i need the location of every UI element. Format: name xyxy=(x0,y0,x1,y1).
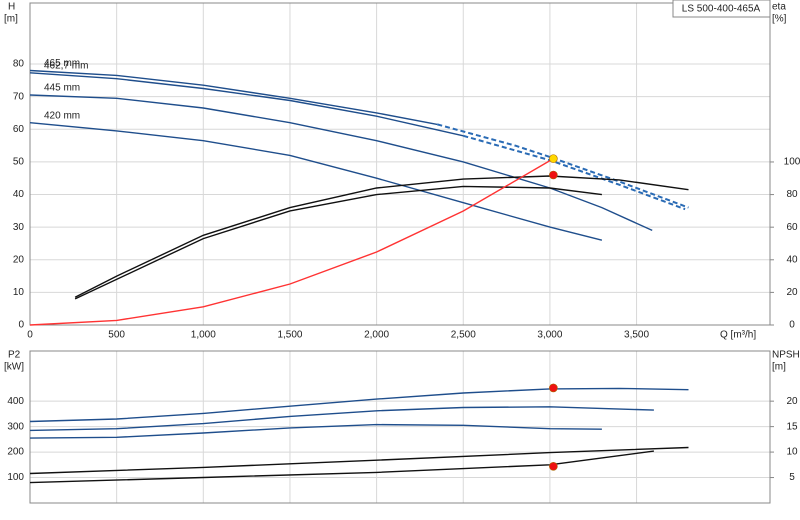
x-tick-label: 3,000 xyxy=(537,330,562,341)
y2-tick-label: 80 xyxy=(786,189,798,200)
y-tick-label: 0 xyxy=(18,320,24,331)
y2-tick-label: 60 xyxy=(786,222,798,233)
y-axis-unit: [kW] xyxy=(4,362,24,373)
curve-label: 462,7 mm xyxy=(44,60,88,71)
y2-axis-label: NPSH xyxy=(772,350,800,361)
y-axis-label: H xyxy=(8,2,15,13)
y2-tick-label: 20 xyxy=(786,287,798,298)
plot-frame xyxy=(29,2,771,326)
curve xyxy=(29,94,653,232)
curve-label: 445 mm xyxy=(44,83,80,94)
y-tick-label: 10 xyxy=(13,287,25,298)
title-box xyxy=(672,0,771,18)
y-tick-label: 60 xyxy=(13,124,25,135)
curve xyxy=(29,423,602,439)
y-tick-label: 80 xyxy=(13,59,25,70)
y-tick-label: 40 xyxy=(13,189,25,200)
y2-axis-unit: [m] xyxy=(772,362,786,373)
operating-point xyxy=(549,170,558,180)
x-tick-label: 1,500 xyxy=(277,330,302,341)
y-tick-label: 300 xyxy=(7,421,24,432)
curve xyxy=(29,450,654,484)
y2-axis-label: eta xyxy=(772,2,786,13)
y-tick-label: 30 xyxy=(13,222,25,233)
curve xyxy=(74,175,689,298)
y-axis-unit: [m] xyxy=(4,14,18,25)
y-tick-label: 70 xyxy=(13,91,25,102)
y2-tick-label: 15 xyxy=(786,421,798,432)
curve xyxy=(29,157,554,326)
y-axis-label: P2 xyxy=(8,350,21,361)
y-tick-label: 50 xyxy=(13,157,25,168)
y-tick-label: 100 xyxy=(7,472,24,483)
operating-point xyxy=(549,383,558,393)
curve xyxy=(29,406,654,432)
x-tick-label: 500 xyxy=(108,330,125,341)
x-tick-label: 0 xyxy=(27,330,33,341)
x-tick-label: 3,500 xyxy=(624,330,649,341)
x-tick-label: 1,000 xyxy=(191,330,216,341)
curve-label: 420 mm xyxy=(44,110,80,121)
curve-label: 465 mm xyxy=(44,58,80,69)
y2-tick-label: 10 xyxy=(786,447,798,458)
y2-tick-label: 40 xyxy=(786,254,798,265)
y-tick-label: 400 xyxy=(7,396,24,407)
x-tick-label: 2,500 xyxy=(451,330,476,341)
y-tick-label: 20 xyxy=(13,254,25,265)
x-axis-label: Q [m³/h] xyxy=(720,330,756,341)
y2-tick-label: 100 xyxy=(784,157,800,168)
curve xyxy=(29,122,603,241)
curve xyxy=(29,446,689,475)
operating-point xyxy=(549,154,558,163)
plot-frame xyxy=(29,350,771,504)
curve xyxy=(29,72,464,137)
operating-point xyxy=(549,462,558,471)
curve xyxy=(29,69,438,126)
x-tick-label: 2,000 xyxy=(364,330,389,341)
y2-tick-label: 5 xyxy=(789,472,795,483)
y2-axis-unit: [%] xyxy=(772,14,787,25)
curve xyxy=(29,387,689,423)
curve xyxy=(74,185,602,300)
curve xyxy=(463,134,686,211)
y2-tick-label: 20 xyxy=(786,396,798,407)
y-tick-label: 200 xyxy=(7,447,24,458)
y2-tick-label: 0 xyxy=(789,320,795,331)
chart-title: LS 500-400-465A xyxy=(682,4,761,15)
